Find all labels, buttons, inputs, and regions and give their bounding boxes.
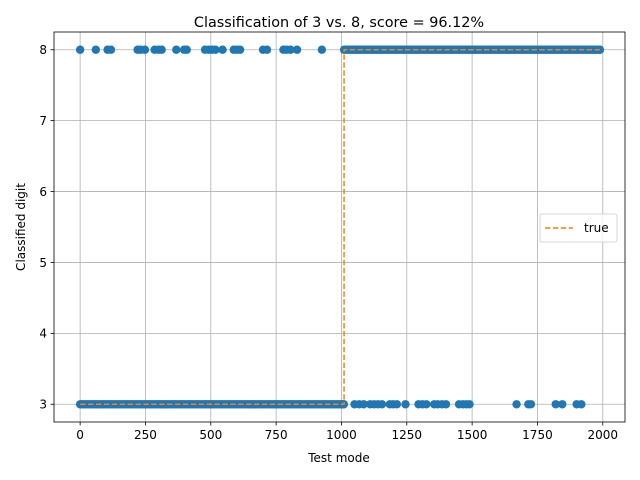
x-tick-label: 750: [265, 428, 288, 442]
data-point-misclassified: [140, 45, 150, 54]
legend-box: [539, 213, 618, 243]
data-point-misclassified: [211, 45, 220, 54]
legend: true: [539, 213, 618, 243]
true-line: [80, 48, 600, 406]
x-axis-ticks: 0 250 500 750 1000 1250 1500 1750 2000: [76, 422, 618, 442]
x-axis-label: Test mode: [307, 451, 369, 465]
data-point-misclassified: [441, 400, 451, 409]
data-point-misclassified: [106, 45, 116, 54]
y-tick-label: 4: [39, 327, 47, 341]
data-point-misclassified: [91, 45, 101, 54]
x-tick-label: 1750: [522, 428, 553, 442]
grid-lines: [54, 32, 625, 422]
y-tick-label: 8: [39, 43, 47, 57]
data-points: [75, 45, 605, 409]
data-point-misclassified: [286, 45, 295, 54]
x-tick-label: 2000: [588, 428, 619, 442]
true-line-series: [80, 48, 600, 406]
data-point-misclassified: [558, 400, 567, 409]
data-point-misclassified: [512, 400, 521, 409]
data-point-misclassified: [465, 400, 474, 409]
data-point-misclassified: [392, 400, 402, 409]
data-point-misclassified: [577, 400, 586, 409]
data-point-misclassified: [526, 400, 536, 409]
y-tick-label: 7: [39, 114, 47, 128]
data-point-misclassified: [401, 400, 410, 409]
data-point-misclassified: [75, 45, 85, 54]
data-point-misclassified: [292, 45, 302, 54]
data-point-misclassified: [377, 400, 387, 409]
x-tick-label: 1000: [326, 428, 357, 442]
y-tick-label: 6: [39, 185, 47, 199]
x-tick-label: 1500: [457, 428, 488, 442]
legend-entry-true: true: [584, 221, 609, 235]
x-tick-label: 500: [199, 428, 222, 442]
y-tick-label: 3: [39, 398, 47, 412]
x-tick-label: 0: [76, 428, 84, 442]
data-point-misclassified: [157, 45, 166, 54]
data-point-misclassified: [235, 45, 245, 54]
data-point-misclassified: [551, 400, 560, 409]
data-point-misclassified: [317, 45, 327, 54]
data-point-misclassified: [172, 45, 181, 54]
x-tick-label: 1250: [392, 428, 423, 442]
data-point-misclassified: [182, 45, 191, 54]
y-axis-ticks: 3 4 5 6 7 8: [39, 43, 54, 412]
data-point-misclassified: [359, 400, 368, 409]
data-point-misclassified: [422, 400, 431, 409]
y-axis-label: Classified digit: [14, 183, 28, 271]
data-point-misclassified: [262, 45, 272, 54]
plot-frame: [53, 31, 626, 423]
data-point: [595, 45, 605, 54]
x-tick-label: 250: [134, 428, 157, 442]
chart-title: Classification of 3 vs. 8, score = 96.12…: [194, 15, 484, 31]
y-tick-label: 5: [39, 256, 47, 270]
data-point-misclassified: [218, 45, 227, 54]
